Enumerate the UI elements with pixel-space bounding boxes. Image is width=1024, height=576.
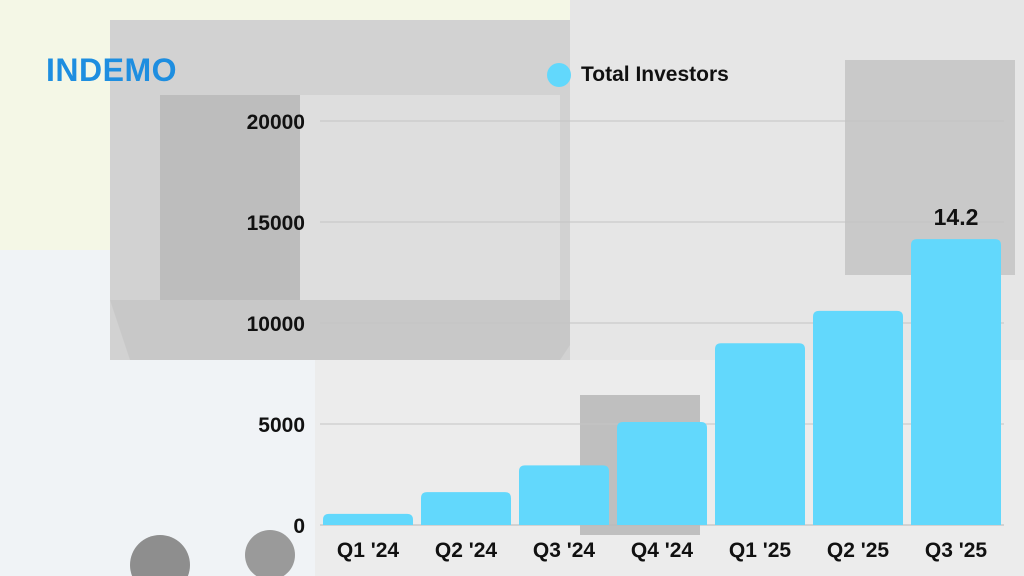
y-tick-label: 0 (293, 515, 305, 538)
bar (813, 310, 903, 525)
indemo-logo: INDEMO (46, 52, 177, 88)
x-tick-label: Q2 '25 (827, 539, 890, 562)
x-tick-label: Q3 '24 (533, 539, 596, 562)
bar (519, 465, 609, 525)
x-tick-label: Q3 '25 (925, 539, 988, 562)
y-tick-label: 10000 (247, 313, 305, 336)
data-label: 14.2 (934, 204, 979, 230)
y-tick-label: 15000 (247, 212, 305, 235)
legend-label: Total Investors (581, 63, 729, 86)
bar (323, 513, 413, 525)
bar (715, 343, 805, 525)
bar (617, 421, 707, 525)
x-tick-label: Q2 '24 (435, 539, 498, 562)
legend: Total Investors (547, 63, 729, 87)
legend-marker (547, 63, 571, 87)
x-tick-label: Q4 '24 (631, 539, 694, 562)
x-tick-label: Q1 '25 (729, 539, 792, 562)
y-tick-label: 20000 (247, 111, 305, 134)
bar (421, 492, 511, 525)
bar (911, 239, 1001, 526)
x-tick-label: Q1 '24 (337, 539, 400, 562)
y-tick-label: 5000 (258, 414, 305, 437)
